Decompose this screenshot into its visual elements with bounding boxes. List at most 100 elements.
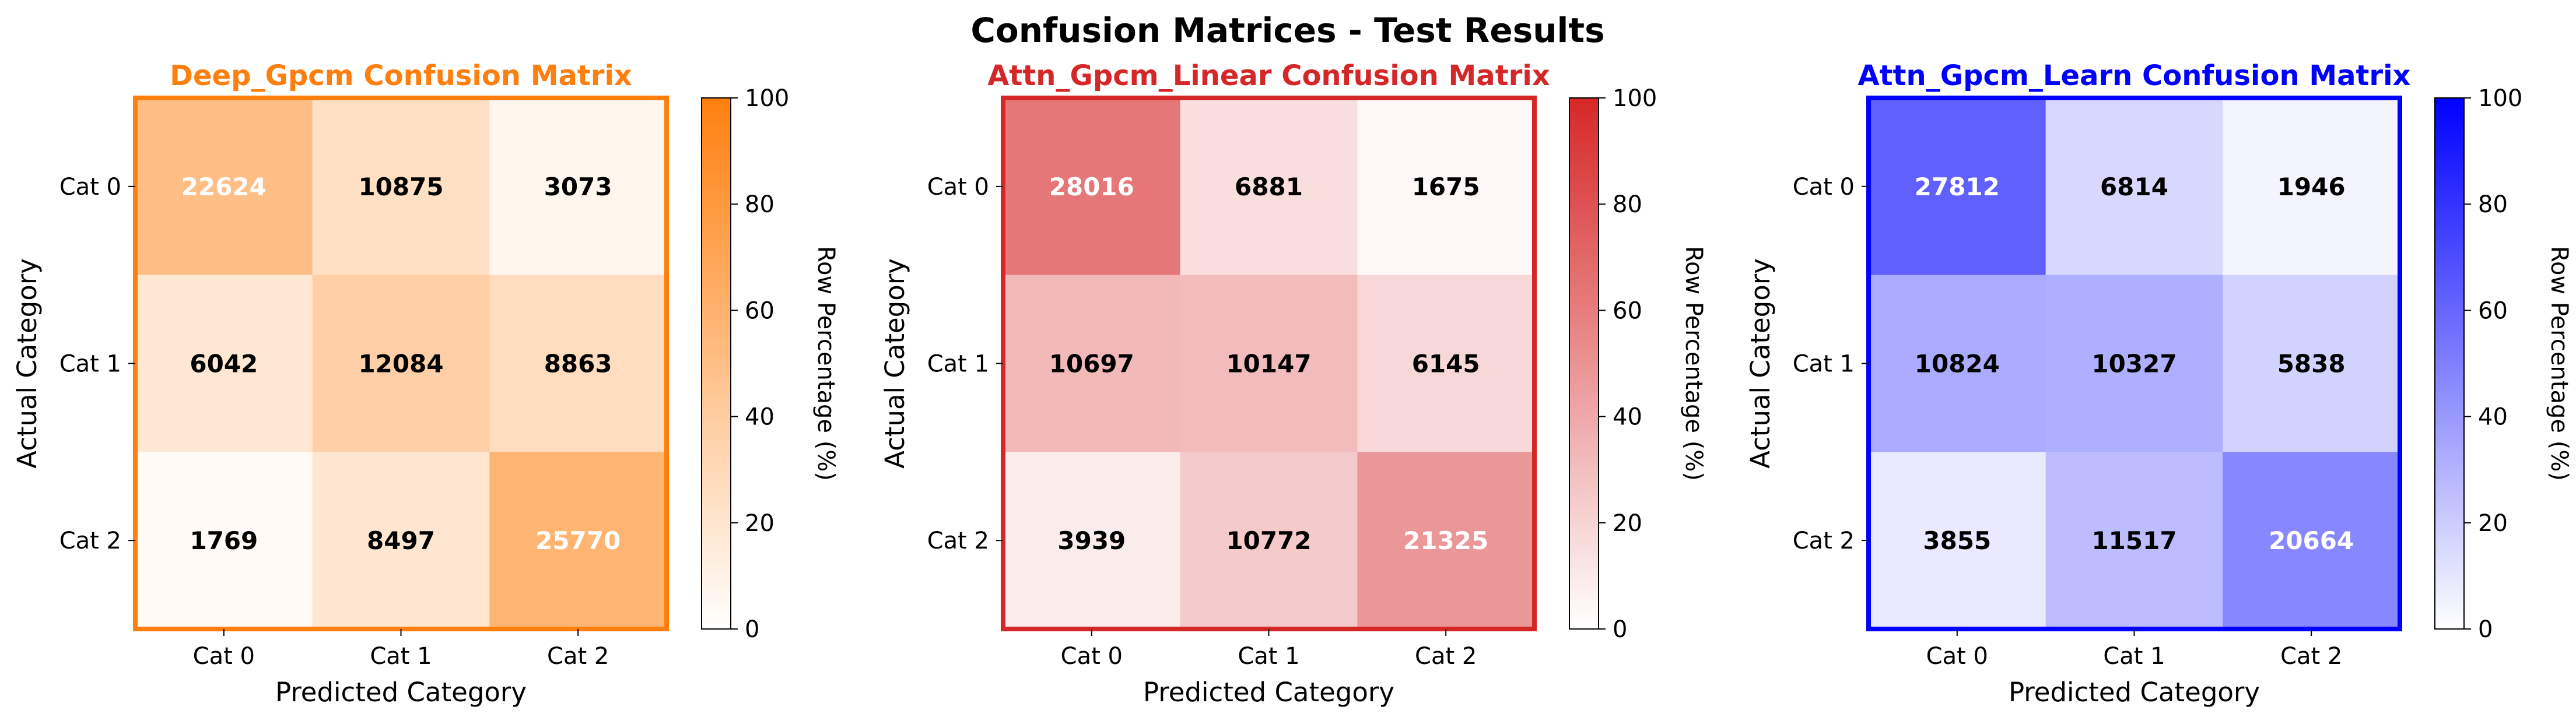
colorbar-tick-label: 40 [2478, 404, 2508, 431]
cell-value-label: 25770 [535, 526, 621, 555]
cell-value-label: 5838 [2277, 350, 2346, 378]
colorbar-tick-label: 40 [1613, 404, 1642, 431]
heatmap-cell [135, 275, 313, 452]
panels: Deep_Gpcm Confusion Matrix 22624 10875 3073… [12, 59, 2573, 708]
colorbar-label: Row Percentage (%) [2546, 246, 2573, 481]
colorbar-tick-label: 0 [1613, 616, 1627, 643]
colorbar-tick-label: 60 [745, 297, 774, 324]
heatmap-cell [1869, 98, 2046, 276]
cell-value-label: 12084 [358, 350, 443, 378]
heatmap-cell [312, 275, 490, 452]
y-tick-label: Cat 2 [59, 528, 121, 554]
heatmap-cell [312, 452, 490, 630]
heatmap-cell [2223, 452, 2400, 630]
colorbar-tick-label: 20 [2478, 510, 2508, 537]
cell-value-label: 3073 [544, 173, 612, 201]
figure-title: Confusion Matrices - Test Results [970, 10, 1604, 50]
x-tick-label: Cat 2 [1415, 643, 1477, 670]
cell-value-label: 10875 [358, 173, 443, 201]
cell-value-label: 27812 [1915, 173, 2000, 201]
cell-value-label: 1675 [1412, 173, 1480, 201]
cell-value-label: 11517 [2091, 526, 2177, 555]
heatmap-cell [1869, 452, 2046, 630]
heatmap-cell [2223, 275, 2400, 452]
colorbar-tick-label: 100 [1613, 85, 1657, 112]
y-axis-label: Actual Category [879, 258, 910, 469]
cell-value-label: 10147 [1226, 350, 1311, 378]
panel-title: Attn_Gpcm_Linear Confusion Matrix [987, 59, 1550, 92]
cell-value-label: 20664 [2269, 526, 2354, 555]
x-tick-label: Cat 0 [193, 643, 255, 670]
y-tick-label: Cat 2 [1793, 528, 1855, 554]
heatmap-cell [2045, 452, 2223, 630]
heatmap-cell [1869, 275, 2046, 452]
y-tick-label: Cat 0 [59, 174, 121, 201]
heatmap-cell [489, 452, 667, 630]
heatmap-cell [2045, 98, 2223, 276]
heatmap-cell [1003, 98, 1181, 276]
heatmap-cell [2045, 275, 2223, 452]
colorbar-label: Row Percentage (%) [812, 246, 839, 481]
x-tick-label: Cat 1 [2103, 643, 2165, 670]
heatmap-cell [1003, 452, 1181, 630]
cell-value-label: 1769 [190, 526, 258, 555]
cell-value-label: 6042 [190, 350, 258, 378]
cell-value-label: 10697 [1049, 350, 1134, 378]
cell-value-label: 10327 [2091, 350, 2177, 378]
heatmap-cell [1180, 98, 1358, 276]
y-axis-label: Actual Category [1745, 258, 1776, 469]
y-axis-label: Actual Category [12, 258, 43, 469]
x-axis-label: Predicted Category [1143, 677, 1394, 708]
colorbar [701, 97, 731, 630]
heatmap-cell [489, 275, 667, 452]
colorbar-tick-label: 20 [745, 510, 774, 537]
cell-value-label: 8863 [544, 350, 612, 378]
colorbar-tick-label: 60 [2478, 297, 2508, 324]
colorbar-tick-label: 40 [745, 404, 774, 431]
heatmap-cell [312, 98, 490, 276]
colorbar-tick-label: 0 [2478, 616, 2493, 643]
colorbar [2434, 97, 2465, 630]
x-axis-label: Predicted Category [275, 677, 527, 708]
cell-value-label: 21325 [1403, 526, 1488, 555]
colorbar-tick-label: 60 [1613, 297, 1642, 324]
cell-value-label: 28016 [1049, 173, 1134, 201]
colorbar [1569, 97, 1599, 630]
y-tick-label: Cat 1 [927, 351, 989, 378]
y-tick-label: Cat 1 [1793, 351, 1855, 378]
x-axis-label: Predicted Category [2009, 677, 2260, 708]
panel-title: Deep_Gpcm Confusion Matrix [170, 59, 632, 92]
colorbar-tick-label: 100 [745, 85, 789, 112]
heatmap-cell [1357, 275, 1535, 452]
colorbar-tick-label: 80 [2478, 191, 2508, 218]
cell-value-label: 10824 [1915, 350, 2000, 378]
y-tick-label: Cat 1 [59, 351, 121, 378]
heatmap-cell [135, 452, 313, 630]
heatmap-cell [1180, 452, 1358, 630]
confusion-matrix-panel-1: Attn_Gpcm_Linear Confusion Matrix 28016 68… [879, 59, 1707, 708]
cell-value-label: 22624 [181, 173, 267, 201]
heatmap-cell [1180, 275, 1358, 452]
colorbar-label: Row Percentage (%) [1680, 246, 1707, 481]
y-tick-label: Cat 0 [927, 174, 989, 201]
cell-value-label: 6145 [1412, 350, 1480, 378]
x-tick-label: Cat 2 [547, 643, 609, 670]
cell-value-label: 10772 [1226, 526, 1311, 555]
confusion-matrix-panel-2: Attn_Gpcm_Learn Confusion Matrix 27812 681… [1745, 59, 2573, 708]
cell-value-label: 3939 [1057, 526, 1126, 555]
colorbar-tick-label: 100 [2478, 85, 2522, 112]
heatmap-cell [1357, 98, 1535, 276]
x-tick-label: Cat 0 [1926, 643, 1988, 670]
x-tick-label: Cat 2 [2280, 643, 2342, 670]
heatmap-cell [135, 98, 313, 276]
y-tick-label: Cat 2 [927, 528, 989, 554]
colorbar-tick-label: 20 [1613, 510, 1642, 537]
confusion-matrix-panel-0: Deep_Gpcm Confusion Matrix 22624 10875 3073… [12, 59, 839, 708]
colorbar-tick-label: 0 [745, 616, 759, 643]
heatmap-cell [2223, 98, 2400, 276]
cell-value-label: 6881 [1235, 173, 1303, 201]
x-tick-label: Cat 0 [1061, 643, 1123, 670]
heatmap-cell [1357, 452, 1535, 630]
heatmap-cell [489, 98, 667, 276]
